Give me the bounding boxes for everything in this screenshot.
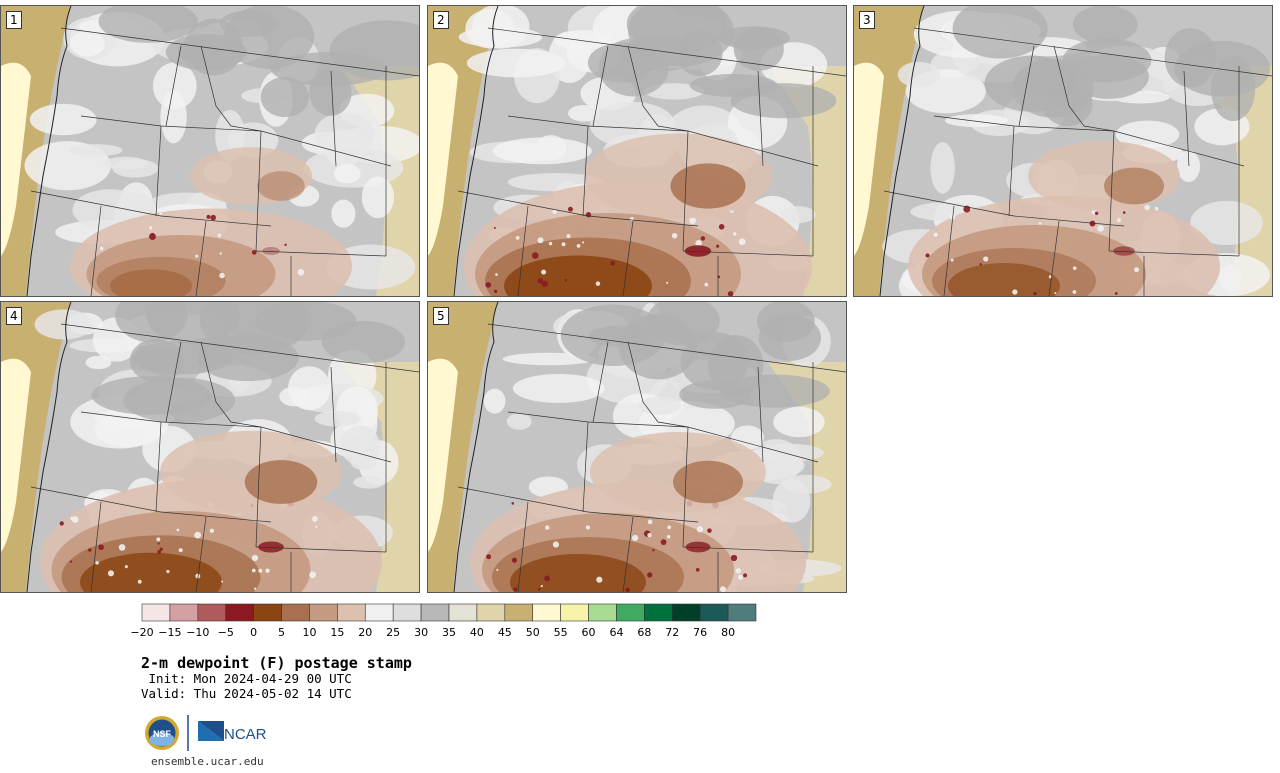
- colorbar-tick-label: 45: [497, 626, 512, 639]
- colorbar-swatch: [588, 603, 617, 622]
- nsf-logo: NSF: [145, 716, 179, 750]
- valid-time: Valid: Thu 2024-05-02 14 UTC: [141, 686, 352, 701]
- map-panel: 5: [427, 301, 847, 593]
- colorbar-swatch: [420, 603, 450, 622]
- colorbar-swatch: [616, 603, 645, 622]
- map-panel: 1: [0, 5, 420, 297]
- colorbar-tick-label: −20: [130, 626, 154, 639]
- map-panel: 2: [427, 5, 847, 297]
- colorbar-tick-label: 30: [414, 626, 429, 639]
- colorbar-tick-label: 10: [302, 626, 317, 639]
- colorbar-swatch: [560, 603, 589, 622]
- plot-title: 2-m dewpoint (F) postage stamp: [141, 654, 412, 672]
- colorbar-swatch: [392, 603, 422, 622]
- site-url: ensemble.ucar.edu: [151, 755, 264, 768]
- colorbar-swatch: [197, 603, 227, 622]
- ncar-logo: NCAR: [198, 721, 267, 743]
- colorbar-swatch: [727, 603, 757, 622]
- colorbar-swatch: [337, 603, 366, 622]
- colorbar-swatch: [532, 603, 561, 622]
- colorbar-tick-label: 20: [358, 626, 373, 639]
- colorbar-swatch: [281, 603, 310, 622]
- colorbar-swatch: [699, 603, 729, 622]
- colorbar-swatch: [141, 603, 171, 622]
- colorbar-tick-label: 55: [553, 626, 568, 639]
- colorbar-swatch: [448, 603, 478, 622]
- colorbar-swatch: [225, 603, 254, 622]
- colorbar-swatch: [644, 603, 673, 622]
- panel-number: 5: [433, 307, 449, 325]
- colorbar-tick-label: 40: [469, 626, 484, 639]
- colorbar-swatch: [364, 603, 394, 622]
- map-panel: 3: [853, 5, 1273, 297]
- colorbar-tick-label: 35: [442, 626, 456, 639]
- colorbar-tick-label: 80: [721, 626, 736, 639]
- colorbar-tick-label: −5: [217, 626, 234, 639]
- colorbar-tick-label: 25: [386, 626, 401, 639]
- colorbar-swatch: [309, 603, 338, 622]
- colorbar-tick-label: −15: [158, 626, 182, 639]
- panel-number: 1: [6, 11, 22, 29]
- colorbar-swatch: [169, 603, 199, 622]
- colorbar-tick-label: 68: [637, 626, 652, 639]
- colorbar-swatch: [476, 603, 506, 622]
- panel-number: 2: [433, 11, 449, 29]
- colorbar-tick-label: 50: [525, 626, 540, 639]
- colorbar-tick-label: 64: [609, 626, 624, 639]
- map-panel: 4: [0, 301, 420, 593]
- panel-number: 4: [6, 307, 22, 325]
- colorbar-tick-label: −10: [186, 626, 210, 639]
- colorbar-swatch: [504, 603, 534, 622]
- init-time: Init: Mon 2024-04-29 00 UTC: [141, 671, 352, 686]
- ncar-logo-text: NCAR: [224, 726, 267, 743]
- colorbar-tick-label: 15: [330, 626, 345, 639]
- colorbar: [141, 603, 757, 622]
- nsf-logo-text: NSF: [153, 729, 172, 739]
- colorbar-tick-label: 5: [278, 626, 286, 639]
- colorbar-swatch: [253, 603, 282, 622]
- colorbar-tick-label: 0: [250, 626, 258, 639]
- agency-logos: NSF NCAR: [145, 715, 267, 751]
- colorbar-tick-label: 60: [581, 626, 596, 639]
- colorbar-tick-label: 76: [693, 626, 708, 639]
- colorbar-tick-label: 72: [665, 626, 680, 639]
- colorbar-swatch: [671, 603, 701, 622]
- panel-number: 3: [859, 11, 875, 29]
